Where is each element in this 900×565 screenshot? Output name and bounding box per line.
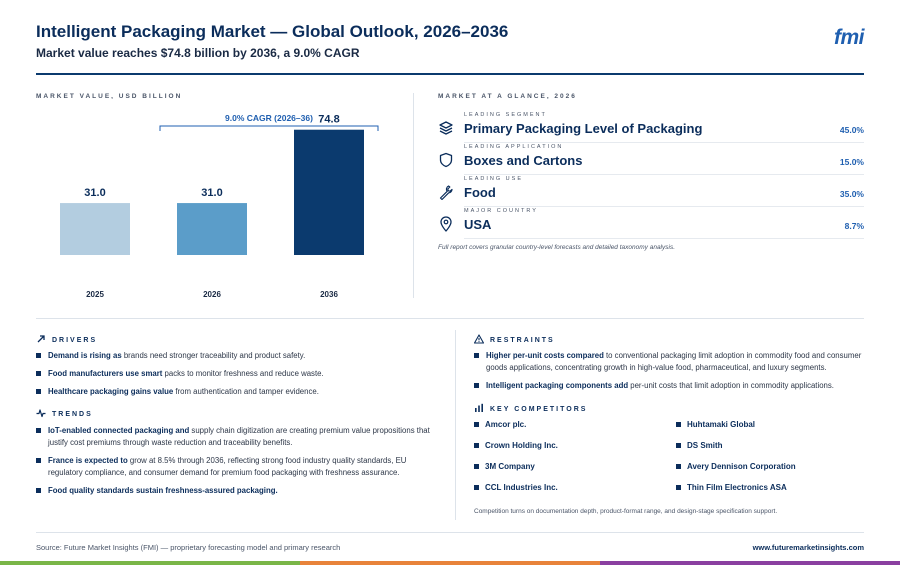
competitors-label: KEY COMPETITORS: [490, 406, 588, 413]
competitor-item: Thin Film Electronics ASA: [676, 483, 787, 492]
list-item: Healthcare packaging gains value from au…: [36, 386, 436, 398]
warning-icon: [474, 334, 484, 344]
glance-rule: [464, 174, 864, 175]
competitor-item: Huhtamaki Global: [676, 420, 755, 429]
footer-bar-segment: [600, 561, 900, 565]
list-item: France is expected to grow at 8.5% throu…: [36, 455, 436, 479]
trend-up-arrow-icon: [37, 335, 45, 343]
glance-item-application: LEADING APPLICATION Boxes and Cartons 15…: [438, 144, 864, 176]
bar-2026: [177, 203, 247, 255]
glance-share: 35.0%: [839, 189, 864, 199]
restraints-list: Higher per-unit costs compared to conven…: [474, 350, 864, 398]
glance-item-country: MAJOR COUNTRY USA 8.7%: [438, 208, 864, 240]
glance-kicker: LEADING USE: [464, 176, 523, 182]
bar-chart-icon: [475, 403, 483, 412]
list-item: Food quality standards sustain freshness…: [36, 485, 436, 497]
trends-label: TRENDS: [52, 411, 93, 418]
list-item: Higher per-unit costs compared to conven…: [474, 350, 864, 374]
data-label: 74.8: [318, 114, 339, 126]
data-label: 31.0: [84, 187, 105, 199]
section-divider: [413, 93, 414, 298]
glance-note: Full report covers granular country-leve…: [438, 244, 676, 251]
glance-value: Boxes and Cartons: [464, 153, 583, 168]
list-item: Food manufacturers use smart packs to mo…: [36, 368, 436, 380]
page-subtitle: Market value reaches $74.8 billion by 20…: [36, 46, 360, 60]
mid-divider: [36, 318, 864, 319]
report-header: Intelligent Packaging Market — Global Ou…: [36, 22, 865, 60]
drivers-label: DRIVERS: [52, 337, 98, 344]
footer-color-bar: [0, 561, 900, 565]
glance-share: 15.0%: [839, 157, 864, 167]
glance-item-use: LEADING USE Food 35.0%: [438, 176, 864, 208]
footer-url-link[interactable]: www.futuremarketinsights.com: [752, 543, 864, 552]
shield-icon: [439, 152, 453, 168]
glance-kicker: MAJOR COUNTRY: [464, 208, 538, 214]
glance-value: Food: [464, 185, 496, 200]
glance-kicker: LEADING APPLICATION: [464, 144, 564, 150]
glance-section-label: MARKET AT A GLANCE, 2026: [438, 93, 577, 100]
competitors-note: Competition turns on documentation depth…: [474, 508, 778, 515]
cagr-annotation: 9.0% CAGR (2026–36): [225, 113, 313, 123]
glance-rule: [464, 142, 864, 143]
drivers-heading: DRIVERS: [36, 334, 97, 344]
drivers-list: Demand is rising as brands need stronger…: [36, 350, 436, 404]
page-title: Intelligent Packaging Market — Global Ou…: [36, 22, 509, 41]
section-divider: [455, 330, 456, 520]
x-tick-label: 2036: [320, 290, 338, 299]
footer-source: Source: Future Market Insights (FMI) — p…: [36, 543, 341, 552]
pulse-icon: [36, 409, 46, 418]
competitors-heading: KEY COMPETITORS: [474, 403, 587, 413]
bar-2025: [60, 203, 130, 255]
competitor-item: DS Smith: [676, 441, 723, 450]
footer-bar-segment: [0, 561, 300, 565]
x-tick-label: 2025: [86, 290, 104, 299]
chart-section-label: MARKET VALUE, USD BILLION: [36, 93, 183, 100]
competitor-item: CCL Industries Inc.: [474, 483, 558, 492]
list-item: Demand is rising as brands need stronger…: [36, 350, 436, 362]
glance-share: 8.7%: [844, 221, 864, 231]
restraints-heading: RESTRAINTS: [474, 334, 555, 344]
footer-bar-segment: [300, 561, 600, 565]
footer-divider: [36, 532, 864, 533]
competitor-item: 3M Company: [474, 462, 535, 471]
bar-2036: [294, 129, 364, 255]
trends-heading: TRENDS: [36, 408, 93, 418]
glance-rule: [464, 238, 864, 239]
competitor-item: Avery Dennison Corporation: [676, 462, 796, 471]
list-item: IoT-enabled connected packaging and supp…: [36, 425, 436, 449]
cagr-bracket: [159, 125, 379, 131]
wrench-icon: [439, 185, 453, 200]
glance-kicker: LEADING SEGMENT: [464, 112, 547, 118]
fmi-logo[interactable]: fmi: [834, 26, 865, 49]
glance-share: 45.0%: [839, 125, 864, 135]
competitor-item: Amcor plc.: [474, 420, 526, 429]
header-divider: [36, 73, 864, 75]
restraints-label: RESTRAINTS: [490, 337, 555, 344]
trends-list: IoT-enabled connected packaging and supp…: [36, 425, 436, 503]
layers-icon: [439, 121, 453, 135]
market-value-bar-chart: 31.0 2025 31.0 2026 74.8 2036 9.0% CAGR (2026–…: [60, 113, 379, 299]
glance-value: USA: [464, 217, 492, 232]
glance-rule: [464, 206, 864, 207]
competitor-item: Crown Holding Inc.: [474, 441, 558, 450]
glance-value: Primary Packaging Level of Packaging: [464, 121, 703, 136]
data-label: 31.0: [201, 187, 222, 199]
map-pin-icon: [440, 216, 452, 232]
x-tick-label: 2026: [203, 290, 221, 299]
glance-item-segment: LEADING SEGMENT Primary Packaging Level …: [438, 112, 864, 144]
list-item: Intelligent packaging components add per…: [474, 380, 864, 392]
